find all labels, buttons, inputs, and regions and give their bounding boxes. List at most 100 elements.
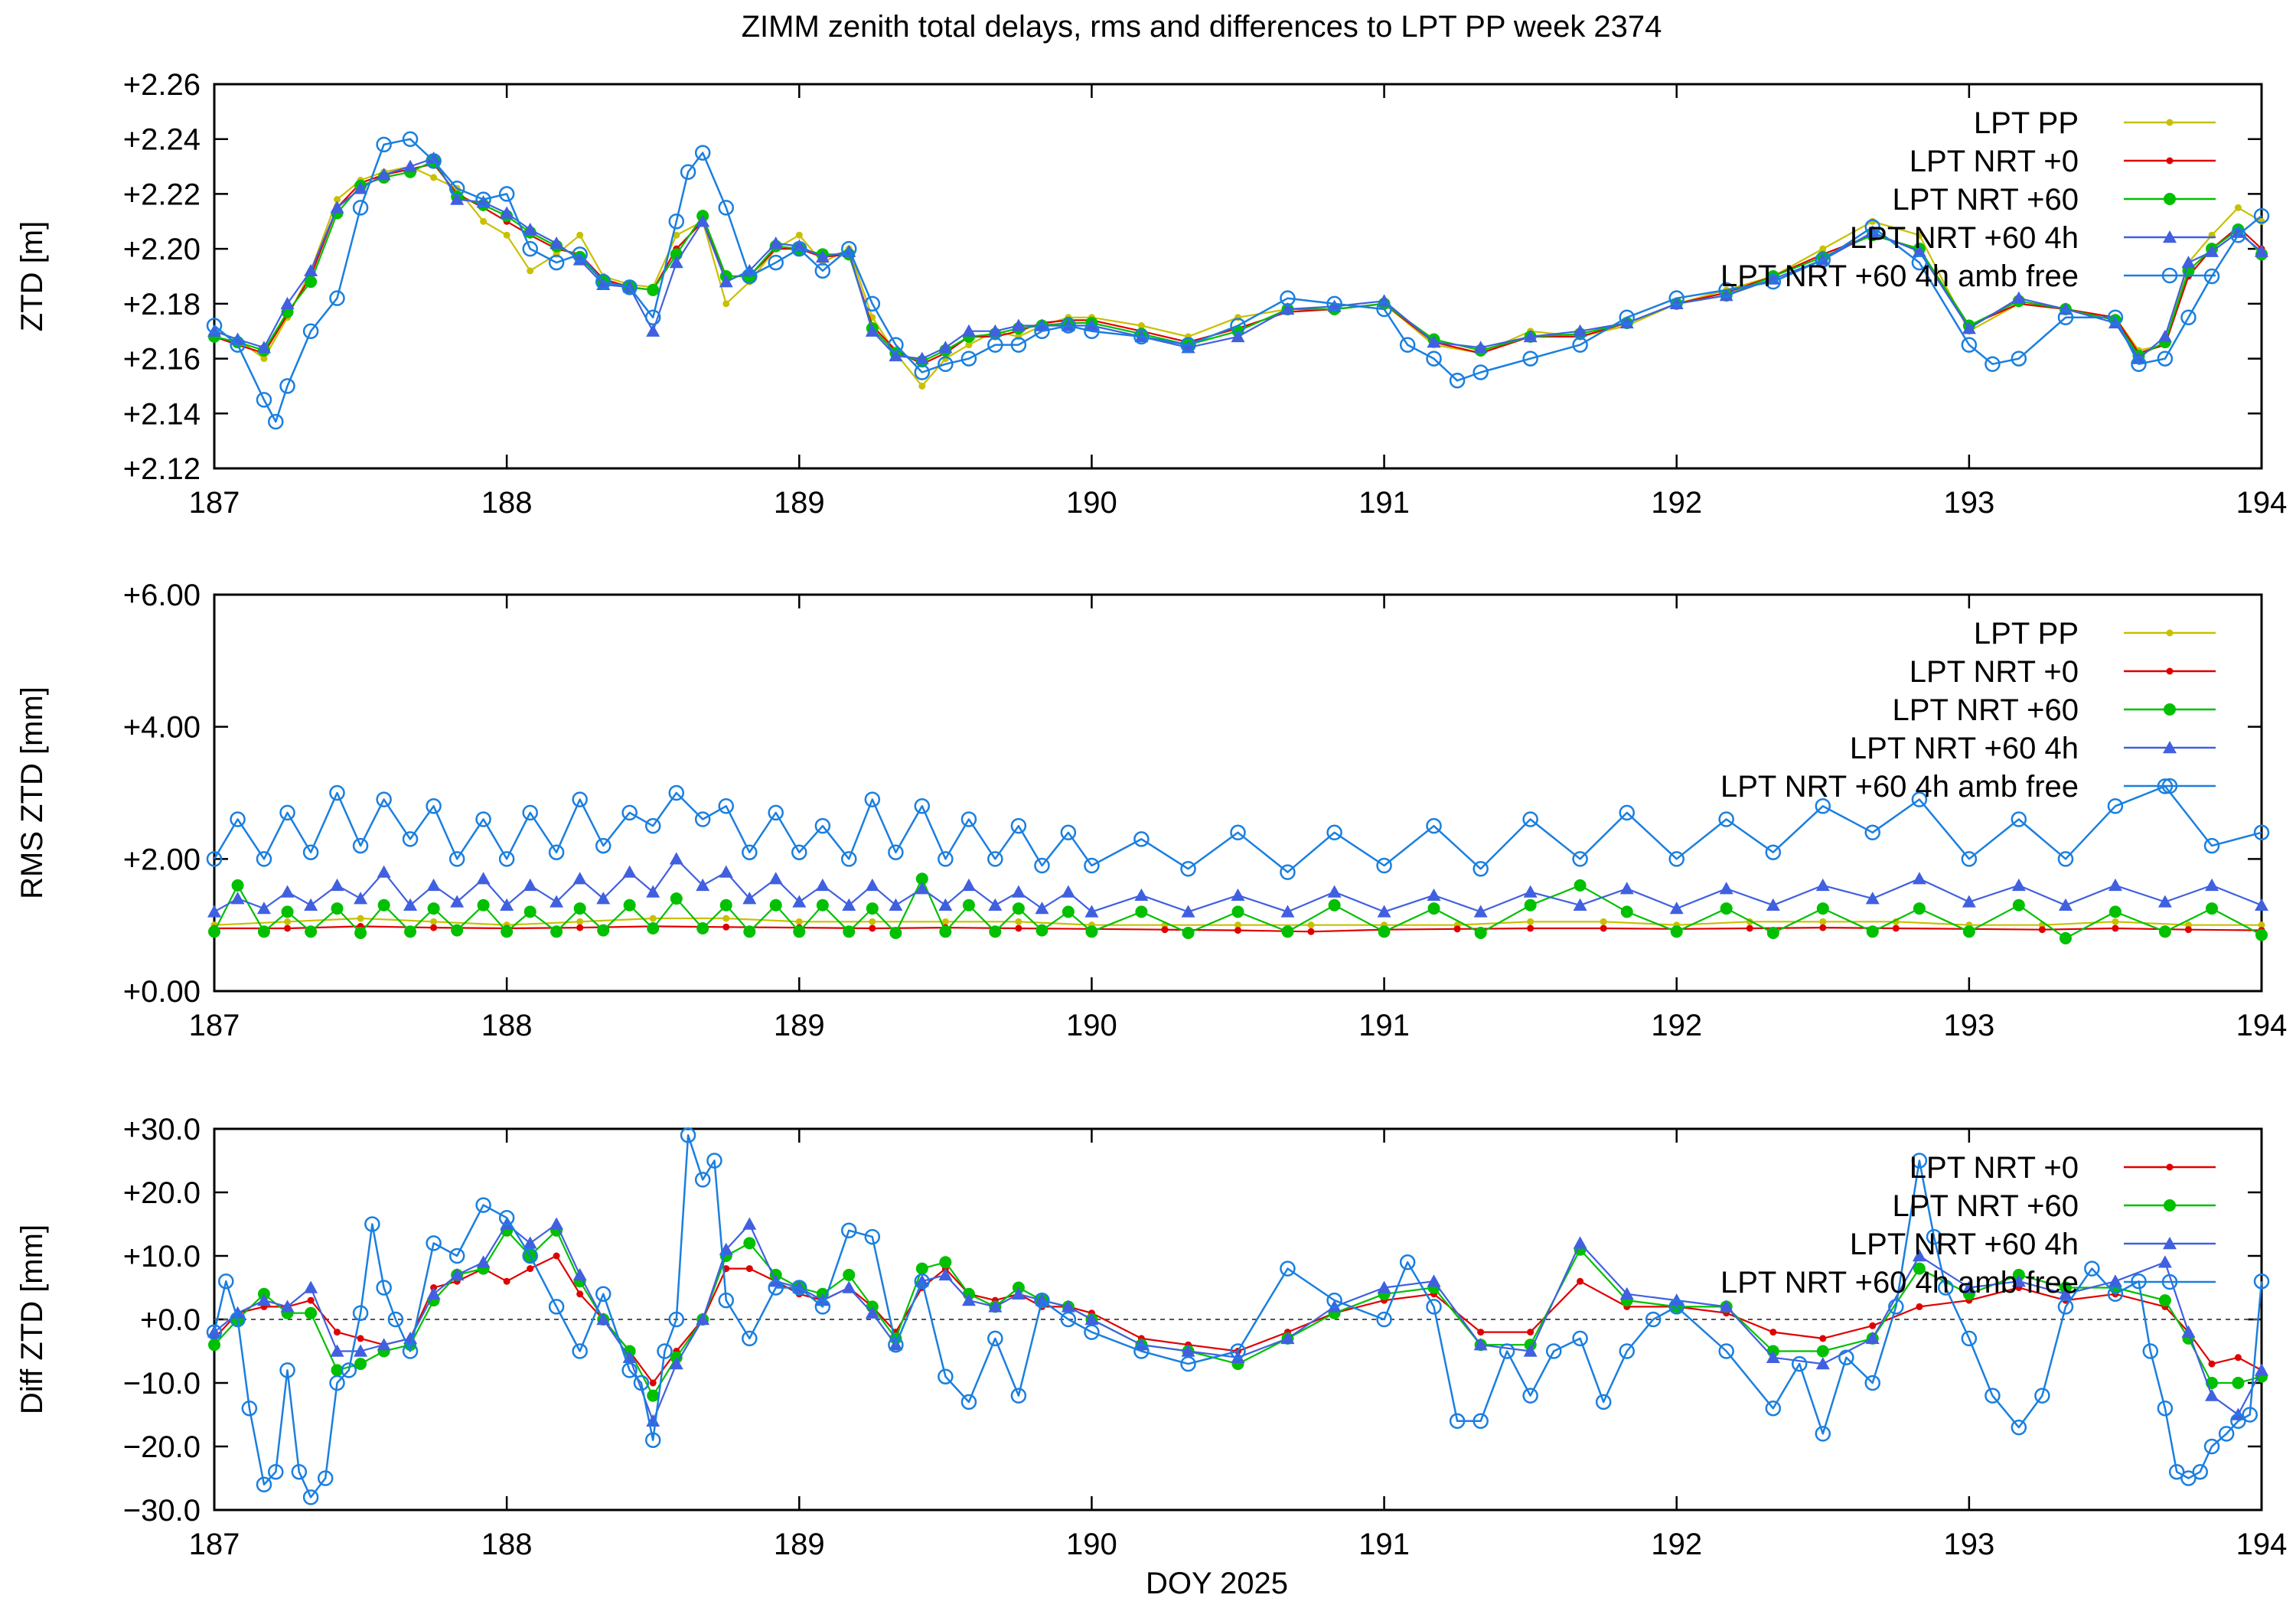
data-point-lpt-nrt-60-4h (768, 236, 783, 249)
data-point-lpt-nrt-60-4h (304, 898, 318, 911)
data-point-lpt-nrt-60-4h (2157, 329, 2172, 343)
x-tick-label: 193 (1943, 1009, 1994, 1042)
data-point-lpt-nrt-60-4h (2205, 1388, 2219, 1401)
data-point-lpt-nrt-0 (1916, 1303, 1923, 1310)
data-point-lpt-nrt-60-4h (742, 892, 757, 905)
data-point-lpt-nrt-60-4h (1573, 324, 1587, 337)
data-point-lpt-nrt-60-4h-amb-free (987, 337, 1003, 353)
chart-title: ZIMM zenith total delays, rms and differ… (742, 10, 1662, 44)
data-point-lpt-nrt-60 (404, 925, 417, 938)
data-point-lpt-nrt-60-4h (1912, 1249, 1926, 1262)
data-point-lpt-nrt-60-4h (426, 878, 441, 892)
data-point-lpt-nrt-60 (208, 1339, 220, 1352)
data-point-lpt-nrt-60-4h (1962, 895, 1976, 908)
data-point-lpt-nrt-60 (769, 898, 782, 911)
data-point-lpt-nrt-60-4h-amb-free (1084, 323, 1100, 339)
x-tick-label: 194 (2236, 486, 2288, 520)
series-line-lpt-nrt-60-4h-amb-free (214, 138, 2262, 423)
data-point-lpt-nrt-60-4h (403, 159, 418, 172)
data-point-lpt-nrt-60 (1328, 898, 1341, 911)
x-tick-label: 191 (1358, 486, 1410, 520)
data-point-lpt-nrt-60-4h-amb-free (694, 1172, 711, 1188)
data-point-lpt-nrt-60-4h (596, 892, 611, 905)
y-tick-label: +2.26 (123, 68, 201, 102)
data-point-lpt-nrt-0 (553, 1252, 560, 1260)
data-point-lpt-nrt-60-4h-amb-free (841, 1222, 857, 1239)
data-point-lpt-nrt-60-4h-amb-free (1280, 290, 1296, 306)
data-point-lpt-nrt-60-4h-amb-free (448, 181, 465, 197)
data-point-lpt-nrt-60 (939, 1256, 952, 1269)
data-point-lpt-nrt-60-4h-amb-free (1326, 1292, 1342, 1309)
data-point-lpt-nrt-0 (2208, 1360, 2216, 1368)
data-point-lpt-nrt-60-4h-amb-free (426, 1235, 442, 1251)
data-point-lpt-nrt-60-4h (622, 865, 637, 878)
data-point-lpt-nrt-60-4h-amb-free (279, 804, 295, 821)
data-point-lpt-nrt-60-4h-amb-free (1619, 804, 1635, 821)
data-point-lpt-pp (260, 355, 268, 363)
legend-label: LPT NRT +60 4h (1850, 732, 2079, 765)
legend-label: LPT NRT +60 (1893, 183, 2079, 217)
data-point-lpt-nrt-60-4h-amb-free (595, 837, 612, 854)
data-point-lpt-nrt-60-4h-amb-free (2253, 207, 2270, 224)
data-point-lpt-nrt-60-4h-amb-free (864, 295, 881, 312)
data-point-lpt-nrt-60-4h (669, 1357, 683, 1370)
data-point-lpt-pp (795, 231, 803, 239)
series-lpt-nrt-60-4h-amb-free (206, 131, 2270, 430)
data-point-lpt-nrt-60-4h (2255, 898, 2268, 911)
data-point-lpt-nrt-60-4h-amb-free (1815, 798, 1831, 814)
data-point-lpt-nrt-60-4h-amb-free (1765, 1400, 1782, 1417)
data-point-lpt-nrt-60-4h (330, 1344, 344, 1357)
data-point-lpt-nrt-60-4h-amb-free (1426, 1299, 1442, 1315)
data-point-lpt-nrt-60-4h-amb-free (1522, 351, 1538, 367)
data-point-lpt-nrt-60-4h-amb-free (1376, 301, 1392, 318)
data-point-lpt-pp (2112, 918, 2119, 925)
data-point-lpt-nrt-60-4h (256, 341, 271, 354)
data-point-lpt-nrt-60-4h (500, 1217, 514, 1230)
data-point-lpt-nrt-60 (793, 925, 806, 938)
data-point-lpt-nrt-60-4h (450, 895, 465, 908)
data-point-lpt-nrt-60-4h (523, 878, 537, 892)
data-point-lpt-nrt-0 (1819, 1335, 1827, 1342)
data-point-lpt-nrt-60-4h (596, 1313, 611, 1326)
data-point-lpt-nrt-60-4h (450, 1267, 465, 1281)
legend-label: LPT NRT +0 (1910, 655, 2079, 689)
legend-label: LPT NRT +60 4h amb free (1720, 770, 2079, 804)
data-point-lpt-nrt-60-4h-amb-free (914, 798, 931, 814)
data-point-lpt-nrt-0 (430, 924, 438, 931)
y-tick-label: +6.00 (123, 579, 201, 612)
x-tick-label: 187 (189, 486, 240, 520)
data-point-lpt-nrt-60-4h-amb-free (402, 831, 419, 847)
data-point-lpt-nrt-60-4h (815, 249, 830, 263)
data-point-lpt-nrt-60-4h-amb-free (548, 844, 565, 860)
x-tick-label: 188 (481, 1009, 533, 1042)
data-point-lpt-nrt-60-4h-amb-free (329, 290, 345, 306)
y-tick-label: +2.00 (123, 843, 201, 876)
data-point-lpt-nrt-60-4h (2255, 244, 2268, 257)
data-point-lpt-nrt-60-4h-amb-free (402, 131, 419, 147)
data-point-lpt-nrt-60-4h-amb-free (841, 240, 857, 257)
data-point-lpt-nrt-60-4h (792, 239, 807, 252)
data-point-lpt-nrt-60-4h (354, 1344, 368, 1357)
data-point-lpt-nrt-60-4h-amb-free (230, 811, 246, 827)
data-point-lpt-nrt-60-4h-amb-free (2180, 1470, 2197, 1486)
data-point-lpt-nrt-60 (743, 1237, 756, 1250)
data-point-lpt-nrt-60-4h-amb-free (279, 378, 295, 394)
data-point-lpt-nrt-60-4h-amb-free (1060, 824, 1077, 841)
data-point-lpt-nrt-60 (377, 898, 390, 911)
data-point-lpt-nrt-60-4h (426, 1287, 441, 1300)
data-point-lpt-nrt-60-4h-amb-free (302, 1489, 319, 1505)
data-point-lpt-nrt-60-4h (742, 1217, 757, 1230)
data-point-lpt-nrt-60 (1670, 925, 1683, 938)
data-point-lpt-nrt-60 (451, 924, 464, 937)
data-point-lpt-nrt-60-4h-amb-free (302, 844, 319, 860)
data-point-lpt-nrt-60-4h (1427, 1274, 1441, 1287)
series-line-lpt-nrt-60-4h-amb-free (213, 1134, 2263, 1498)
data-point-lpt-nrt-60 (962, 898, 975, 911)
data-point-lpt-nrt-60-4h-amb-free (1230, 824, 1246, 841)
data-point-lpt-nrt-60-4h-amb-free (1522, 1388, 1538, 1404)
data-point-lpt-nrt-60-4h (669, 256, 683, 269)
data-point-lpt-nrt-60 (305, 925, 318, 938)
series-lpt-nrt-60-4h (207, 852, 2268, 918)
data-point-lpt-nrt-60-4h (1280, 905, 1295, 918)
